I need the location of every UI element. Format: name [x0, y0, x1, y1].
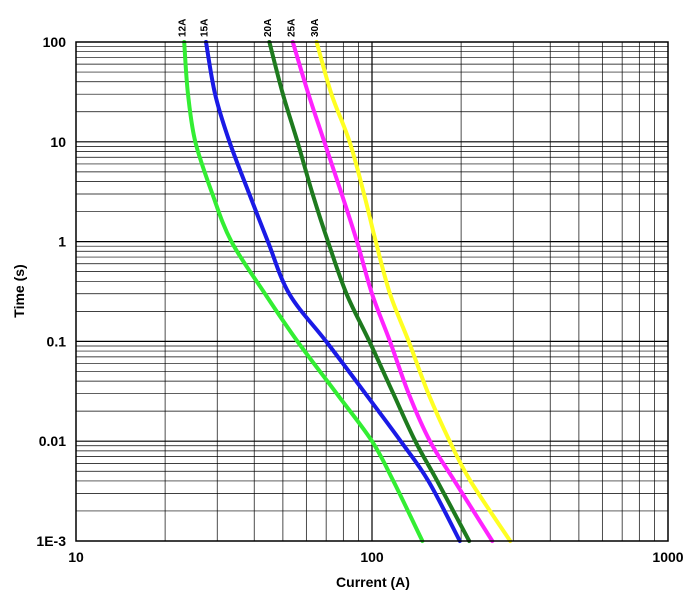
y-tick-label: 0.1: [47, 333, 67, 349]
series-line-20a: [267, 40, 472, 543]
series-line-12a: [182, 40, 425, 543]
series-label-25a: 25A: [286, 19, 297, 37]
y-tick-label: 0.01: [39, 433, 66, 449]
tick-labels: 10 100 1000 100 10 1 0.1 0.01 1E-3: [36, 34, 683, 565]
series-line-15a: [204, 40, 462, 543]
series-line-25a: [290, 40, 495, 543]
grid: [76, 42, 668, 541]
series-label-20a: 20A: [263, 19, 274, 37]
series-label-12a: 12A: [178, 19, 189, 37]
x-tick-label: 10: [68, 549, 84, 565]
series-line-30a: [314, 40, 513, 543]
y-axis-title: Time (s): [11, 264, 27, 317]
x-tick-label: 100: [360, 549, 384, 565]
curves: [182, 40, 513, 543]
plot-frame: [75, 41, 669, 542]
y-tick-label: 100: [43, 34, 67, 50]
x-axis-title: Current (A): [336, 574, 410, 590]
y-tick-label: 1: [58, 234, 66, 250]
y-tick-label: 1E-3: [36, 533, 66, 549]
series-labels: 12A 15A 20A 25A 30A: [178, 19, 321, 37]
x-tick-label: 1000: [652, 549, 683, 565]
series-label-30a: 30A: [310, 19, 321, 37]
series-label-15a: 15A: [200, 19, 211, 37]
y-tick-label: 10: [50, 134, 66, 150]
